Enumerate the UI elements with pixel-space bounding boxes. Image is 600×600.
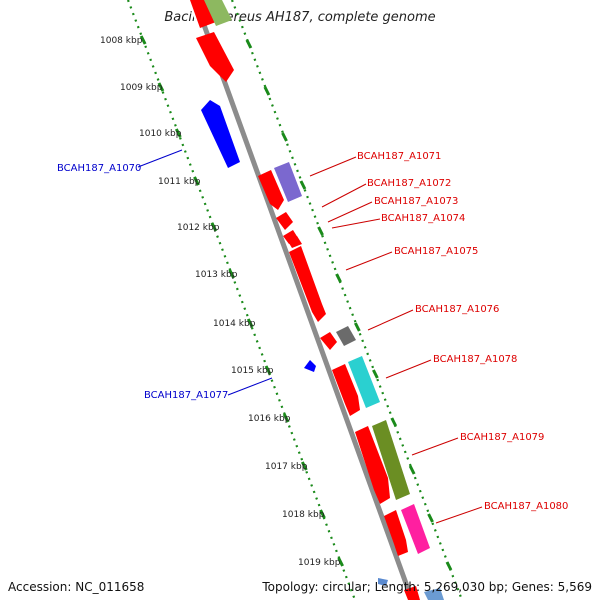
gene-label-a1074: BCAH187_A1074 xyxy=(381,213,465,224)
gene-cyan-a1078 xyxy=(348,356,380,408)
gene-top-olive xyxy=(204,0,232,26)
kbp-tick xyxy=(282,413,290,423)
map-title: Bacillus cereus AH187, complete genome xyxy=(164,10,436,25)
gene-blue-a1070 xyxy=(201,100,240,168)
gene-label-group: BCAH187_A1070 BCAH187_A1071 BCAH187_A107… xyxy=(57,151,568,512)
kbp-label: 1009 kbp xyxy=(120,83,163,93)
kbp-label: 1012 kbp xyxy=(177,223,220,233)
gene-bottom-red xyxy=(404,586,420,600)
gene-red-a1080 xyxy=(384,510,408,556)
outer-tick xyxy=(408,465,416,475)
gene-label-a1078: BCAH187_A1078 xyxy=(433,354,517,365)
kbp-label: 1008 kbp xyxy=(100,36,143,46)
gene-label-a1071: BCAH187_A1071 xyxy=(357,151,441,162)
kbp-tick xyxy=(228,269,236,279)
gene-olive-a1079 xyxy=(372,420,410,500)
kbp-tick xyxy=(139,35,147,45)
gene-blue-a1077 xyxy=(304,360,316,372)
gene-top-red xyxy=(190,0,216,28)
gene-gray-a1076 xyxy=(336,326,356,346)
leader-lines xyxy=(137,149,483,524)
kbp-ticks xyxy=(139,35,344,567)
kbp-label-group: 1008 kbp 1009 kbp 1010 kbp 1011 kbp 1012… xyxy=(100,36,341,568)
kbp-label: 1017 kbp xyxy=(265,462,308,472)
gene-red-a1074 xyxy=(287,236,302,248)
genome-summary-text: Topology: circular; Length: 5,269,030 bp… xyxy=(262,580,592,594)
kbp-tick xyxy=(210,222,218,232)
gene-magenta-a1080 xyxy=(401,504,430,554)
gene-bottom-blue xyxy=(424,588,444,600)
gene-purple-a1071 xyxy=(274,162,302,202)
outer-tick xyxy=(427,513,434,523)
kbp-label: 1018 kbp xyxy=(282,510,325,520)
outer-tick xyxy=(390,417,398,427)
gene-red-a1071 xyxy=(258,170,284,210)
kbp-tick xyxy=(193,176,200,186)
gene-red-a1079 xyxy=(355,426,390,504)
kbp-tick xyxy=(319,509,326,519)
kbp-label: 1015 kbp xyxy=(231,366,274,376)
kbp-label: 1019 kbp xyxy=(298,558,341,568)
outer-tick xyxy=(263,86,271,96)
outer-tick xyxy=(335,273,342,283)
inner-tick-track xyxy=(126,0,357,600)
gene-label-a1080: BCAH187_A1080 xyxy=(484,501,568,512)
gene-red-1 xyxy=(196,32,234,82)
kbp-tick xyxy=(246,318,254,328)
gene-features xyxy=(190,0,444,600)
outer-tick xyxy=(299,180,307,190)
genome-backbone xyxy=(188,0,419,600)
gene-red-a1076 xyxy=(320,332,337,350)
kbp-tick xyxy=(157,82,165,92)
gene-label-a1070: BCAH187_A1070 xyxy=(57,163,141,174)
kbp-label: 1013 kbp xyxy=(195,270,238,280)
gene-label-a1073: BCAH187_A1073 xyxy=(374,196,458,207)
gene-label-a1076: BCAH187_A1076 xyxy=(415,304,499,315)
outer-track-ticks xyxy=(245,39,453,571)
outer-tick xyxy=(354,322,361,332)
gene-label-a1077: BCAH187_A1077 xyxy=(144,390,228,401)
outer-tick xyxy=(281,132,288,142)
gene-bottom-blue2 xyxy=(378,578,388,586)
gene-label-a1072: BCAH187_A1072 xyxy=(367,178,451,189)
kbp-label: 1011 kbp xyxy=(158,177,201,187)
gene-label-a1079: BCAH187_A1079 xyxy=(460,432,544,443)
outer-tick xyxy=(372,369,379,379)
gene-red-a1072 xyxy=(276,212,293,230)
gene-red-a1078 xyxy=(332,364,360,416)
kbp-label: 1014 kbp xyxy=(213,319,256,329)
accession-text: Accession: NC_011658 xyxy=(8,580,145,594)
gene-red-a1075 xyxy=(289,246,326,322)
outer-tick xyxy=(317,226,324,236)
kbp-label: 1016 kbp xyxy=(248,414,291,424)
kbp-tick xyxy=(337,557,344,567)
kbp-label: 1010 kbp xyxy=(139,129,182,139)
kbp-tick xyxy=(174,128,182,138)
outer-tick xyxy=(245,39,253,49)
kbp-tick xyxy=(264,365,272,375)
kbp-tick xyxy=(300,461,308,471)
outer-tick xyxy=(445,561,453,571)
gene-label-a1075: BCAH187_A1075 xyxy=(394,246,478,257)
